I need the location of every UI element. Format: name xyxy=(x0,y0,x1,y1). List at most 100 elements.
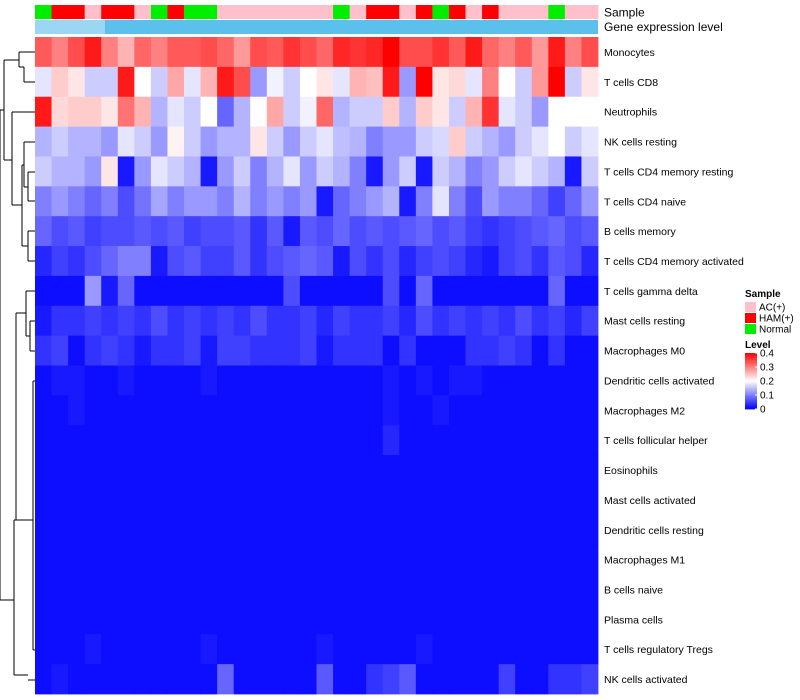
heatmap-cell xyxy=(217,514,235,546)
heatmap-cell xyxy=(548,544,566,575)
sample-annotation-cell xyxy=(382,5,400,19)
heatmap-cell xyxy=(415,66,433,98)
heatmap-cell xyxy=(399,395,417,426)
heatmap-cell xyxy=(184,425,201,456)
level-legend-gradient-step xyxy=(745,388,757,390)
heatmap-cell xyxy=(465,37,483,68)
heatmap-cell xyxy=(399,37,417,68)
sample-legend-swatch xyxy=(745,313,756,323)
level-legend-gradient-step xyxy=(745,399,757,401)
heatmap-cell xyxy=(68,216,86,247)
heatmap-cell xyxy=(316,275,334,307)
heatmap-cell xyxy=(448,305,466,337)
heatmap-cell xyxy=(134,66,152,98)
heatmap-cell xyxy=(250,544,268,575)
heatmap-cell xyxy=(250,275,268,307)
heatmap-cell xyxy=(283,126,301,157)
heatmap-cell xyxy=(448,664,466,695)
heatmap-cell xyxy=(266,216,284,247)
heatmap-cell xyxy=(399,574,417,605)
heatmap-cell xyxy=(448,425,466,456)
heatmap-cell xyxy=(448,544,466,575)
heatmap-cell xyxy=(117,186,135,217)
heatmap-cell xyxy=(349,664,367,695)
heatmap-cell xyxy=(101,484,119,516)
heatmap-cell xyxy=(432,66,450,98)
heatmap-cell xyxy=(266,37,284,68)
heatmap-cell xyxy=(233,455,251,486)
heatmap-cell xyxy=(200,305,218,337)
heatmap-cell xyxy=(415,305,433,337)
heatmap-cell xyxy=(101,156,119,187)
heatmap-cell xyxy=(531,66,549,98)
gene-expression-track xyxy=(35,20,598,34)
heatmap-cell xyxy=(366,395,384,426)
heatmap-cell xyxy=(465,66,483,98)
heatmap-cell xyxy=(283,604,301,635)
heatmap-cell xyxy=(382,634,400,665)
heatmap-cell xyxy=(333,216,351,247)
heatmap-cell xyxy=(564,455,582,486)
level-legend-gradient-step xyxy=(745,406,757,408)
sample-annotation-cell xyxy=(117,5,135,19)
heatmap-cell xyxy=(35,514,52,546)
heatmap-cell xyxy=(200,544,218,575)
sample-annotation-cell xyxy=(134,5,152,19)
heatmap-cell xyxy=(415,395,433,426)
heatmap-cell xyxy=(564,186,582,217)
heatmap-cell xyxy=(150,156,168,187)
heatmap-cell xyxy=(68,455,86,486)
heatmap-cell xyxy=(68,425,86,456)
level-legend-title: Level xyxy=(745,340,771,351)
heatmap-cell xyxy=(498,126,516,157)
heatmap-cell xyxy=(564,126,582,157)
heatmap-cell xyxy=(316,455,334,486)
sample-annotation-cell xyxy=(167,5,185,19)
heatmap-cell xyxy=(366,156,384,187)
heatmap-cell xyxy=(548,365,566,396)
heatmap-cell xyxy=(266,455,284,486)
heatmap-cell xyxy=(531,365,549,396)
heatmap-cell xyxy=(266,96,284,127)
heatmap-cell xyxy=(382,484,400,516)
heatmap-cell xyxy=(399,484,417,516)
heatmap-cell xyxy=(564,335,582,366)
heatmap-cell xyxy=(250,156,268,187)
heatmap-cell xyxy=(432,216,450,247)
heatmap-cell xyxy=(117,305,135,337)
heatmap-cell xyxy=(217,216,235,247)
heatmap-cell xyxy=(200,216,218,247)
heatmap-cell xyxy=(200,664,218,695)
heatmap-cell xyxy=(382,544,400,575)
heatmap-cell xyxy=(415,514,433,546)
heatmap-cell xyxy=(134,335,152,366)
heatmap-cell xyxy=(84,544,102,575)
heatmap-cell xyxy=(250,395,268,426)
level-legend-gradient-step xyxy=(745,376,757,379)
heatmap-cell xyxy=(200,425,218,456)
row-label: B cells naive xyxy=(604,584,663,596)
heatmap-cell xyxy=(35,574,52,605)
heatmap-cell xyxy=(564,634,582,665)
heatmap-cell xyxy=(465,484,483,516)
heatmap-cell xyxy=(283,37,301,68)
heatmap-cell xyxy=(299,335,317,366)
sample-annotation-cell xyxy=(150,5,168,19)
heatmap-cell xyxy=(564,37,582,68)
heatmap-cell xyxy=(316,37,334,68)
heatmap-cell xyxy=(200,96,218,127)
heatmap-cell xyxy=(200,186,218,217)
heatmap-cell xyxy=(101,395,119,426)
heatmap-cell xyxy=(349,186,367,217)
heatmap-cell xyxy=(299,126,317,157)
heatmap-cell xyxy=(316,66,334,98)
heatmap-cell xyxy=(316,216,334,247)
level-legend-gradient-step xyxy=(745,381,757,383)
heatmap-cell xyxy=(399,514,417,546)
heatmap-cell xyxy=(399,425,417,456)
heatmap-cell xyxy=(233,514,251,546)
heatmap-cell xyxy=(349,335,367,366)
level-legend-gradient-step xyxy=(745,368,757,371)
heatmap-cell xyxy=(84,126,102,157)
heatmap-cell xyxy=(316,664,334,695)
